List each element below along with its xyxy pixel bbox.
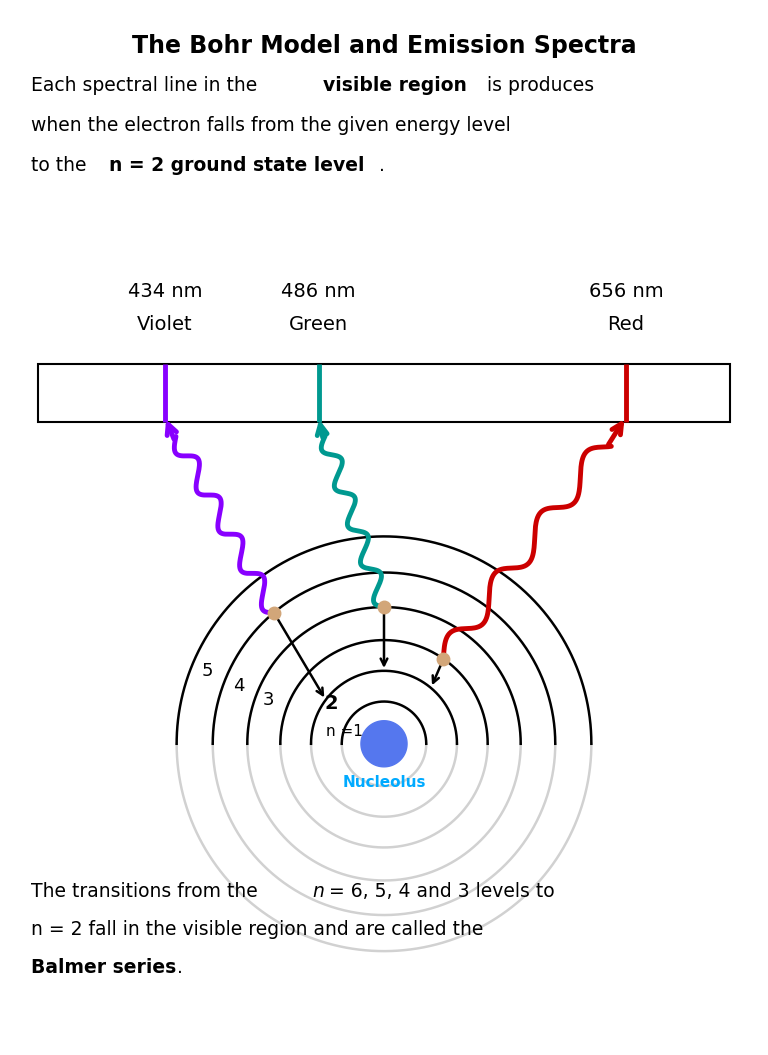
Text: = 6, 5, 4 and 3 levels to: = 6, 5, 4 and 3 levels to bbox=[323, 882, 554, 901]
Text: .: . bbox=[177, 958, 183, 977]
Bar bbox=[38, 364, 730, 422]
Text: visible region: visible region bbox=[323, 76, 467, 95]
Text: Violet: Violet bbox=[137, 315, 193, 334]
Text: to the: to the bbox=[31, 156, 92, 175]
Text: n: n bbox=[312, 882, 324, 901]
Text: when the electron falls from the given energy level: when the electron falls from the given e… bbox=[31, 116, 511, 135]
Text: 4: 4 bbox=[233, 677, 245, 695]
Text: The transitions from the: The transitions from the bbox=[31, 882, 263, 901]
Text: .: . bbox=[379, 156, 386, 175]
Text: 434 nm: 434 nm bbox=[127, 282, 203, 301]
Text: Each spectral line in the: Each spectral line in the bbox=[31, 76, 263, 95]
Polygon shape bbox=[361, 721, 407, 767]
Text: n =1: n =1 bbox=[326, 724, 362, 738]
Text: The Bohr Model and Emission Spectra: The Bohr Model and Emission Spectra bbox=[131, 34, 637, 58]
Text: Nucleolus: Nucleolus bbox=[343, 775, 425, 790]
Text: Balmer series: Balmer series bbox=[31, 958, 176, 977]
Text: n = 2 ground state level: n = 2 ground state level bbox=[110, 156, 365, 175]
Text: Green: Green bbox=[290, 315, 348, 334]
Text: 486 nm: 486 nm bbox=[281, 282, 356, 301]
Text: 5: 5 bbox=[202, 663, 214, 680]
Text: is produces: is produces bbox=[481, 76, 594, 95]
Text: 3: 3 bbox=[263, 691, 275, 709]
Text: 2: 2 bbox=[325, 694, 338, 713]
Text: 656 nm: 656 nm bbox=[588, 282, 664, 301]
Text: n = 2 fall in the visible region and are called the: n = 2 fall in the visible region and are… bbox=[31, 920, 483, 939]
Text: Red: Red bbox=[607, 315, 644, 334]
